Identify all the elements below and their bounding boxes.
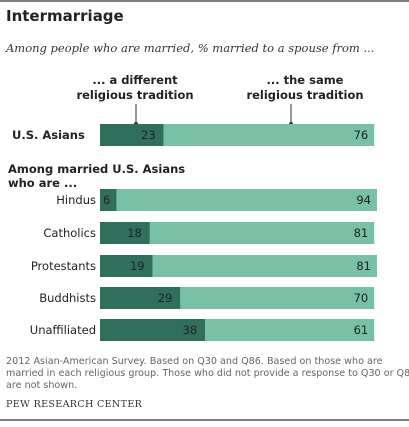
bar-different-protestants [100, 255, 153, 277]
bar-same-unaffiliated [205, 319, 375, 341]
bar-different-unaffiliated [100, 319, 206, 341]
bars-group: U.S. Asians 23 76 Hindus 6 94 Catholics 18 81 Pro… [12, 124, 378, 341]
group-label-line2: who are ... [8, 176, 77, 190]
legend-same-line1: ... the same [267, 73, 344, 87]
note-line2: married in each religious group. Those w… [6, 368, 409, 379]
value-different-catholics: 18 [127, 226, 142, 240]
note-line3: are not shown. [6, 380, 77, 391]
value-different-buddhists: 29 [158, 291, 173, 305]
group-label-line1: Among married U.S. Asians [8, 162, 185, 176]
category-label-unaffiliated: Unaffiliated [30, 323, 96, 337]
source-label: PEW RESEARCH CENTER [6, 399, 143, 410]
value-same-catholics: 81 [354, 226, 369, 240]
legend-different-line2: religious tradition [76, 88, 193, 102]
bar-same-hindus [116, 189, 378, 211]
legend-same-line2: religious tradition [246, 88, 363, 102]
bar-same-catholics [149, 222, 375, 244]
category-label-hindus: Hindus [56, 193, 96, 207]
value-same-u-s-asians: 76 [354, 128, 369, 142]
value-different-u-s-asians: 23 [141, 128, 156, 142]
category-label-protestants: Protestants [31, 259, 96, 273]
category-label-catholics: Catholics [43, 226, 96, 240]
bar-same-protestants [152, 255, 377, 277]
value-different-unaffiliated: 38 [183, 323, 198, 337]
bar-same-u-s-asians [163, 124, 375, 146]
category-label-u-s-asians: U.S. Asians [12, 128, 85, 142]
bar-different-hindus [100, 189, 117, 211]
value-different-hindus: 6 [103, 193, 110, 207]
value-same-unaffiliated: 61 [354, 323, 369, 337]
chart-title: Intermarriage [6, 7, 124, 25]
value-same-hindus: 94 [356, 193, 371, 207]
bar-different-buddhists [100, 287, 181, 309]
value-same-protestants: 81 [356, 259, 371, 273]
note-line1: 2012 Asian-American Survey. Based on Q30… [6, 356, 383, 367]
bar-same-buddhists [180, 287, 375, 309]
bar-different-u-s-asians [100, 124, 164, 146]
chart-subtitle: Among people who are married, % married … [5, 41, 374, 55]
legend-different-line1: ... a different [92, 73, 178, 87]
bar-different-catholics [100, 222, 150, 244]
value-same-buddhists: 70 [354, 291, 369, 305]
value-different-protestants: 19 [130, 259, 145, 273]
category-label-buddhists: Buddhists [39, 291, 96, 305]
